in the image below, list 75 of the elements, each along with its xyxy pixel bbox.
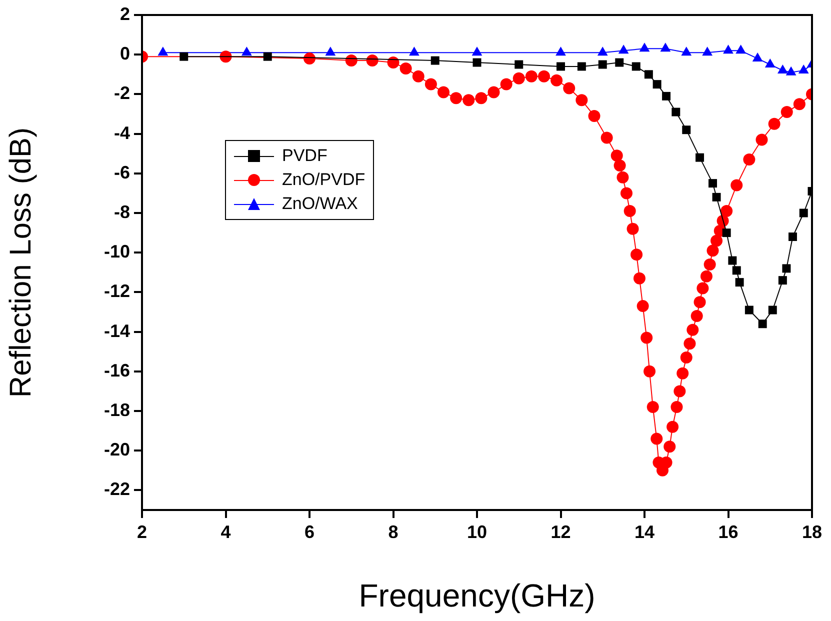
legend-label: PVDF <box>282 146 328 166</box>
x-tick-label: 8 <box>388 522 398 542</box>
point <box>662 92 671 100</box>
point <box>778 276 787 285</box>
point <box>639 42 650 52</box>
y-tick-label: -16 <box>104 360 130 380</box>
point <box>786 66 796 76</box>
y-tick-label: -4 <box>114 122 130 143</box>
point <box>158 46 168 56</box>
x-tick-label: 10 <box>466 522 488 542</box>
y-tick-label: -12 <box>104 281 130 302</box>
point <box>777 64 788 74</box>
point <box>768 306 777 314</box>
point <box>430 56 440 65</box>
point <box>702 46 713 56</box>
point <box>798 64 809 74</box>
x-tick-label: 12 <box>550 522 571 542</box>
point <box>744 306 754 314</box>
point <box>682 126 691 134</box>
legend-label: ZnO/WAX <box>282 194 358 214</box>
point <box>722 228 731 238</box>
point <box>708 179 717 188</box>
point <box>644 70 653 79</box>
point <box>764 58 776 68</box>
point <box>408 46 420 56</box>
y-tick-label: -22 <box>104 479 130 500</box>
y-tick-label: -6 <box>114 162 130 182</box>
point <box>263 52 272 61</box>
x-tick-label: 4 <box>220 522 231 542</box>
point <box>241 46 252 56</box>
x-tick-label: 2 <box>136 522 148 542</box>
y-tick-label: -10 <box>104 242 130 262</box>
y-tick-label: -2 <box>114 83 130 104</box>
point <box>681 46 692 56</box>
legend-label: ZnO/PVDF <box>282 170 366 190</box>
x-axis-title: Frequency(GHz) <box>358 578 596 614</box>
point <box>615 58 624 67</box>
y-axis-title: Reflection Loss (dB) <box>4 127 38 398</box>
point <box>556 46 566 56</box>
y-tick-label: -18 <box>104 400 130 420</box>
y-tick-label: 0 <box>120 44 130 64</box>
point <box>472 46 482 56</box>
point <box>577 62 586 71</box>
point <box>732 266 741 275</box>
y-tick-label: -8 <box>114 202 130 222</box>
point <box>472 58 482 67</box>
point <box>752 52 763 62</box>
point <box>782 264 791 273</box>
point <box>788 232 797 242</box>
point <box>652 80 662 89</box>
point <box>735 278 744 287</box>
x-tick-label: 16 <box>718 522 738 542</box>
point <box>728 256 737 265</box>
y-tick-label: 2 <box>120 4 130 24</box>
point <box>556 62 565 71</box>
point <box>597 46 608 56</box>
point <box>180 52 188 61</box>
point <box>618 44 629 54</box>
point <box>672 108 680 116</box>
x-tick-label: 18 <box>802 522 822 542</box>
y-tick-label: -20 <box>104 440 130 460</box>
point <box>696 153 704 162</box>
point <box>712 192 721 202</box>
point <box>632 62 640 71</box>
x-tick-label: 14 <box>634 522 655 542</box>
point <box>736 44 746 54</box>
point <box>758 320 767 328</box>
point <box>660 42 671 52</box>
y-tick-label: -14 <box>104 320 130 341</box>
point <box>325 46 336 56</box>
point <box>723 44 734 54</box>
x-tick-label: 6 <box>304 522 315 542</box>
point <box>799 208 808 218</box>
point <box>514 60 524 69</box>
point <box>598 60 607 69</box>
